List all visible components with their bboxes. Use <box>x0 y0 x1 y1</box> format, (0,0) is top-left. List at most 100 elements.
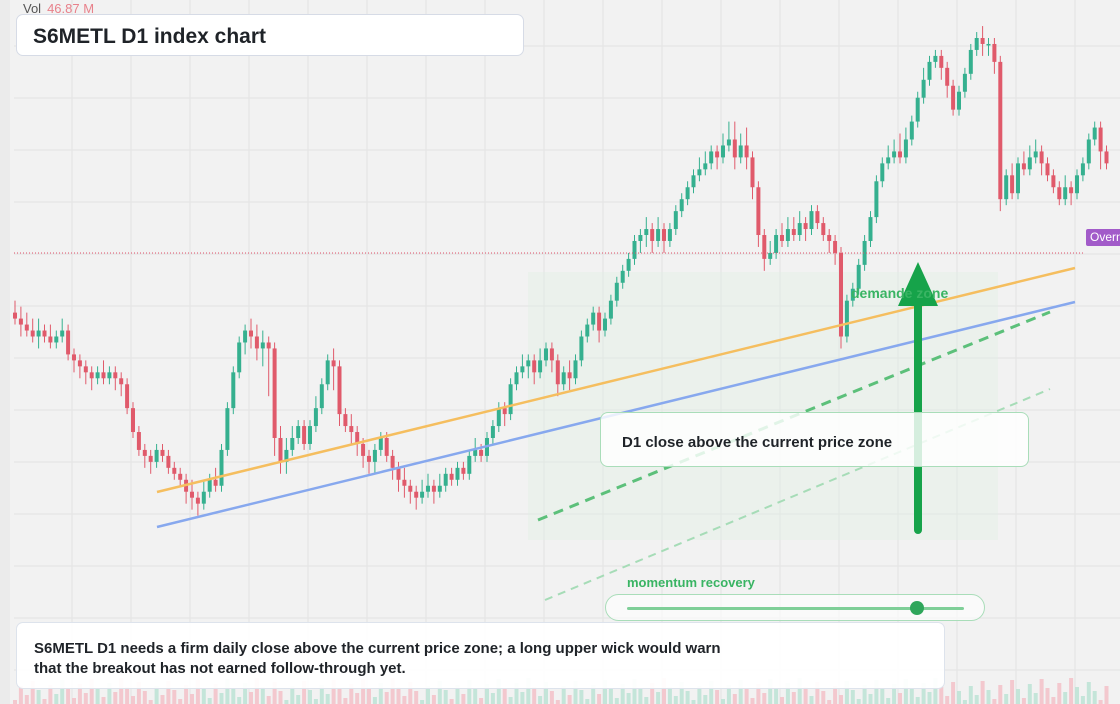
candle-body <box>278 437 283 462</box>
candle-body <box>868 217 873 241</box>
candle-body <box>827 235 832 241</box>
candle-body <box>945 67 950 86</box>
analysis-note-text: S6METL D1 needs a firm daily close above… <box>34 640 721 677</box>
volume-bar <box>331 680 336 704</box>
volume-bar <box>774 688 779 704</box>
candle-body <box>567 372 572 379</box>
candle-body <box>597 312 602 331</box>
volume-bar <box>868 694 873 704</box>
candle-body <box>815 211 820 224</box>
candle-body <box>390 455 395 468</box>
candle-body <box>650 229 655 241</box>
volume-bar <box>803 687 808 704</box>
volume-bar <box>443 690 448 704</box>
candle-body <box>426 485 430 492</box>
volume-bar <box>479 698 484 704</box>
candle-body <box>213 479 218 486</box>
volume-bar <box>66 689 71 704</box>
candle-body <box>862 240 867 265</box>
volume-bar <box>780 697 784 704</box>
volume-bar <box>715 690 720 704</box>
volume-bar <box>302 681 307 704</box>
candle-body <box>726 139 731 146</box>
volume-bar <box>77 684 82 704</box>
volume-bar <box>148 700 153 704</box>
candle-body <box>1069 187 1074 194</box>
candle-body <box>42 330 47 337</box>
candle-body <box>95 372 100 379</box>
volume-bar <box>992 699 997 704</box>
volume-value: 46.87 M <box>47 1 95 16</box>
candle-body <box>36 330 41 337</box>
candle-body <box>219 449 224 486</box>
volume-bar <box>95 688 100 704</box>
volume-bar <box>1033 693 1038 704</box>
volume-bar <box>815 682 820 704</box>
volume-bar <box>844 681 849 704</box>
candle-body <box>614 282 619 301</box>
candle-body <box>107 372 112 379</box>
candle-body <box>160 449 165 456</box>
candle-body <box>573 360 578 379</box>
volume-bar <box>243 683 248 704</box>
candle-body <box>721 145 725 158</box>
candle-body <box>1033 151 1038 158</box>
volume-bar <box>278 691 283 704</box>
candle-body <box>337 366 342 415</box>
volume-bar <box>190 694 194 704</box>
volume-bar <box>839 695 843 704</box>
volume-bar <box>1045 688 1050 704</box>
volume-bar <box>1004 694 1009 704</box>
volume-bar <box>632 679 637 704</box>
volume-bar <box>467 680 472 704</box>
candle-body <box>414 491 419 498</box>
volume-bar <box>260 687 265 704</box>
candle-body <box>703 163 708 170</box>
volume-bar <box>691 700 696 704</box>
candle-body <box>939 55 944 68</box>
volume-bar <box>833 686 838 704</box>
volume-bar <box>662 678 666 704</box>
volume-bar <box>119 678 124 704</box>
candle-body <box>496 408 501 427</box>
candle-body <box>225 408 230 450</box>
candle-body <box>148 455 153 462</box>
volume-bar <box>538 696 543 704</box>
candle-body <box>136 432 141 450</box>
candle-body <box>774 235 779 253</box>
candle-body <box>254 336 259 349</box>
candle-body <box>809 211 814 230</box>
volume-bar <box>42 699 47 704</box>
candle-body <box>249 330 253 337</box>
volume-bar <box>308 690 312 704</box>
candle-body <box>467 455 472 474</box>
volume-bar <box>13 700 17 704</box>
candle-body <box>892 151 897 158</box>
volume-bar <box>555 700 560 704</box>
candle-body <box>325 360 330 385</box>
volume-bar <box>160 695 165 704</box>
candle-body <box>709 151 714 164</box>
candle-body <box>72 354 76 361</box>
volume-bar <box>939 687 944 704</box>
candle-body <box>367 455 371 462</box>
momentum-gauge-knob <box>909 601 924 615</box>
volume-bar <box>496 679 501 704</box>
candle-body <box>532 360 537 373</box>
volume-bar <box>372 697 377 704</box>
candle-body <box>1057 187 1062 200</box>
volume-bar <box>703 695 708 704</box>
candle-body <box>190 491 194 498</box>
volume-bar <box>449 699 454 704</box>
candle-body <box>178 473 183 480</box>
candle-body <box>284 449 289 462</box>
volume-bar <box>1092 691 1097 704</box>
candle-body <box>1051 175 1056 188</box>
volume-bar <box>1016 689 1020 704</box>
volume-readout: Vol 46.87 M <box>23 1 94 16</box>
candle-body <box>384 437 389 456</box>
volume-bar <box>319 685 324 704</box>
candle-body <box>591 312 596 325</box>
volume-bar <box>1069 678 1074 704</box>
